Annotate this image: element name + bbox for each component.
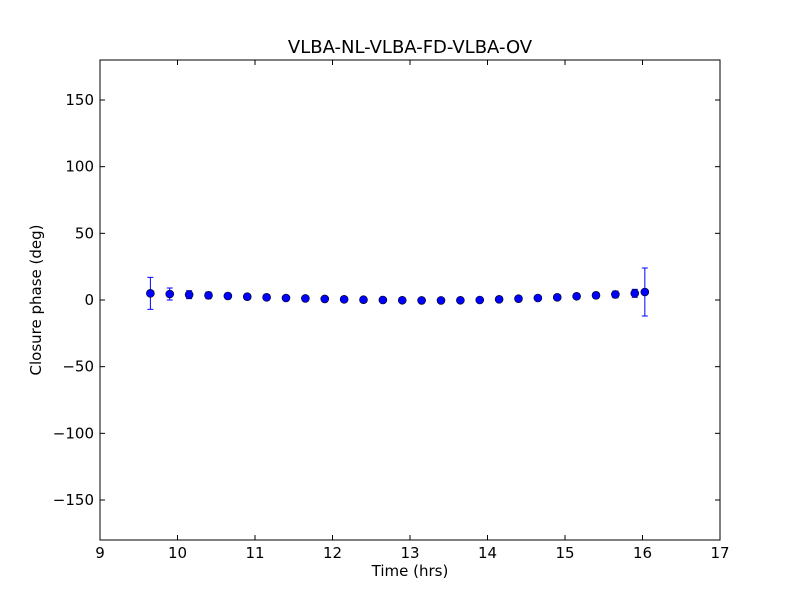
data-point [339, 295, 349, 304]
data-point [640, 287, 650, 297]
y-tick-label: −100 [53, 424, 94, 442]
x-axis-ticks: 9 10 11 12 13 14 15 16 17 [95, 60, 730, 562]
x-tick-label: 17 [710, 544, 729, 562]
data-point [204, 291, 213, 300]
y-tick-label: −150 [53, 491, 94, 509]
data-point [242, 292, 252, 301]
data-point [456, 295, 465, 305]
x-tick-label: 16 [633, 544, 652, 562]
y-tick-label: −50 [62, 358, 94, 376]
data-point [320, 294, 330, 304]
data-point [591, 291, 601, 300]
data-point [223, 291, 233, 301]
data-point [572, 291, 581, 301]
y-axis-ticks: −150 −100 −50 0 50 100 150 [53, 91, 720, 509]
y-tick-label: 0 [84, 291, 94, 309]
y-axis-label: Closure phase (deg) [27, 225, 45, 376]
data-point [301, 294, 310, 303]
data-point [611, 290, 620, 299]
data-point [533, 293, 543, 303]
data-point [262, 293, 271, 302]
x-tick-label: 13 [400, 544, 419, 562]
data-point [184, 290, 194, 299]
data-point [146, 289, 155, 298]
data-point [378, 295, 388, 305]
data-point [436, 296, 446, 305]
data-point [514, 294, 523, 303]
chart-title: VLBA-NL-VLBA-FD-VLBA-OV [288, 37, 533, 58]
data-point [359, 295, 368, 305]
plot-area-frame [99, 59, 721, 541]
y-tick-label: 100 [65, 158, 94, 176]
data-point [494, 295, 504, 304]
y-tick-label: 150 [65, 91, 94, 109]
x-tick-label: 10 [168, 544, 187, 562]
data-point [417, 296, 426, 305]
x-axis-label: Time (hrs) [371, 562, 449, 580]
y-tick-label: 50 [75, 224, 94, 242]
data-point [630, 289, 640, 298]
x-tick-label: 11 [245, 544, 264, 562]
x-tick-label: 9 [95, 544, 105, 562]
data-point [475, 295, 485, 305]
data-point [552, 293, 562, 302]
data-point [397, 295, 407, 305]
x-tick-label: 14 [478, 544, 497, 562]
data-marks [146, 267, 650, 317]
data-point [165, 289, 175, 299]
data-point [281, 293, 291, 303]
x-tick-label: 15 [555, 544, 574, 562]
x-tick-label: 12 [323, 544, 342, 562]
